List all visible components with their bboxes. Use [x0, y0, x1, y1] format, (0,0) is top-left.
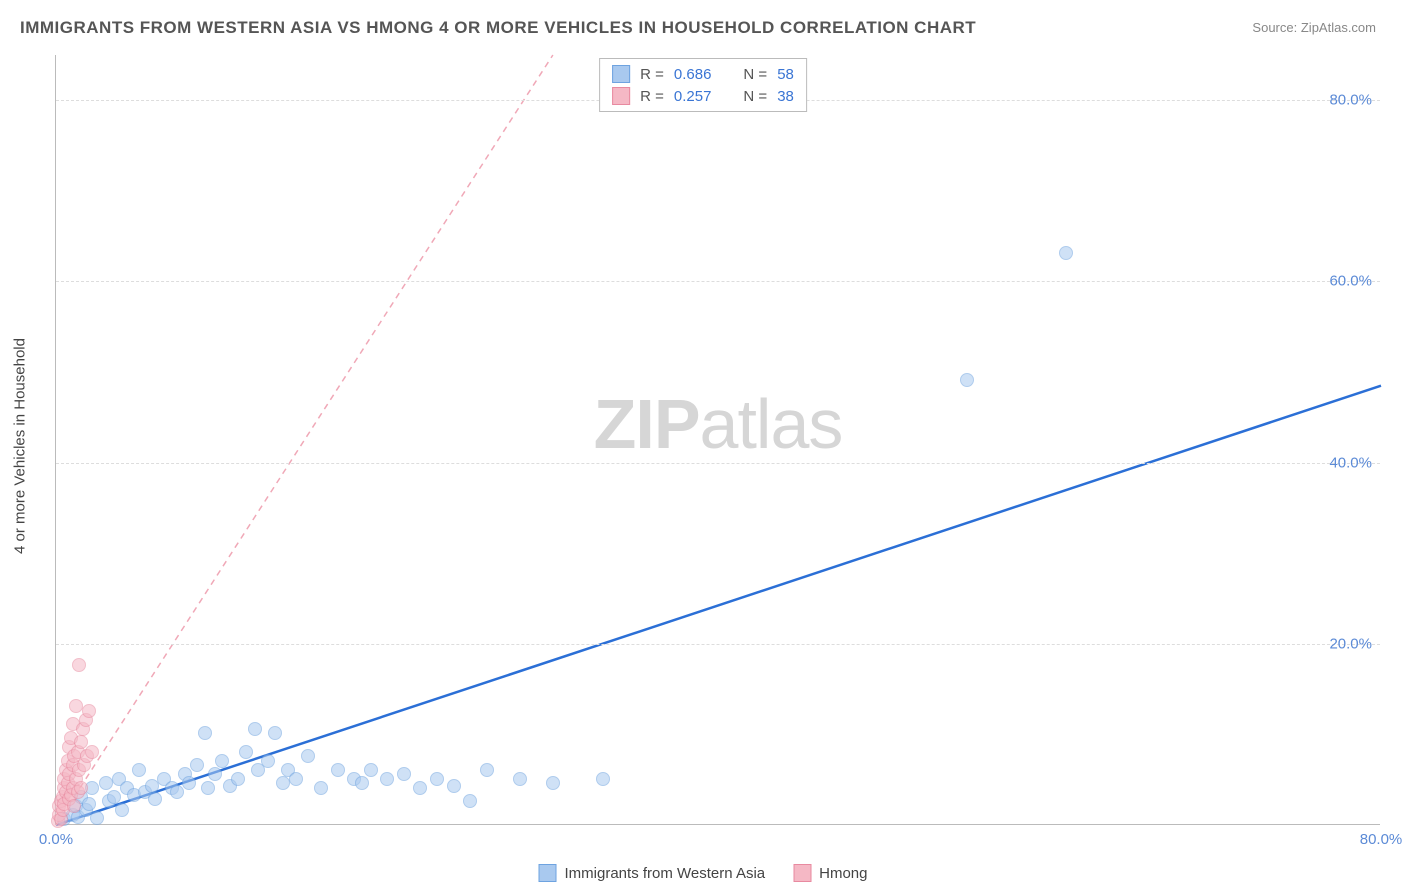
scatter-point — [430, 772, 444, 786]
scatter-point — [447, 779, 461, 793]
xtick-label: 80.0% — [1360, 831, 1403, 848]
scatter-point — [90, 811, 104, 825]
legend-correlation-box: R = 0.686 N = 58 R = 0.257 N = 38 — [599, 58, 807, 112]
scatter-point — [85, 745, 99, 759]
gridline-h — [56, 463, 1380, 464]
legend-swatch — [793, 864, 811, 882]
scatter-point — [380, 772, 394, 786]
legend-n-label: N = — [743, 88, 767, 105]
legend-r-value: 0.257 — [674, 88, 712, 105]
legend-swatch — [612, 87, 630, 105]
legend-n-label: N = — [743, 66, 767, 83]
scatter-point — [397, 767, 411, 781]
ytick-label: 40.0% — [1329, 454, 1372, 471]
scatter-point — [115, 803, 129, 817]
scatter-point — [261, 754, 275, 768]
scatter-point — [82, 704, 96, 718]
scatter-point — [190, 758, 204, 772]
scatter-point — [463, 794, 477, 808]
scatter-point — [215, 754, 229, 768]
gridline-h — [56, 644, 1380, 645]
legend-series-name: Hmong — [819, 865, 867, 882]
scatter-point — [331, 763, 345, 777]
scatter-point — [480, 763, 494, 777]
scatter-point — [170, 785, 184, 799]
scatter-point — [201, 781, 215, 795]
scatter-point — [148, 792, 162, 806]
source-prefix: Source: — [1252, 20, 1297, 35]
scatter-point — [364, 763, 378, 777]
scatter-point — [208, 767, 222, 781]
trend-line — [56, 55, 553, 825]
xtick-label: 0.0% — [39, 831, 73, 848]
trend-lines-svg — [56, 55, 1380, 824]
plot-area: ZIPatlas 20.0%40.0%60.0%80.0%0.0%80.0% — [55, 55, 1380, 825]
scatter-point — [960, 373, 974, 387]
scatter-point — [513, 772, 527, 786]
scatter-point — [132, 763, 146, 777]
legend-bottom: Immigrants from Western Asia Hmong — [539, 864, 868, 882]
scatter-point — [99, 776, 113, 790]
scatter-point — [289, 772, 303, 786]
scatter-point — [268, 726, 282, 740]
legend-swatch — [539, 864, 557, 882]
trend-line — [56, 386, 1381, 825]
scatter-point — [182, 776, 196, 790]
y-axis-label: 4 or more Vehicles in Household — [12, 338, 29, 554]
scatter-point — [276, 776, 290, 790]
scatter-point — [107, 790, 121, 804]
scatter-point — [546, 776, 560, 790]
scatter-point — [596, 772, 610, 786]
scatter-point — [82, 797, 96, 811]
scatter-point — [314, 781, 328, 795]
legend-series-name: Immigrants from Western Asia — [565, 865, 766, 882]
scatter-point — [355, 776, 369, 790]
scatter-point — [231, 772, 245, 786]
scatter-point — [74, 781, 88, 795]
legend-bottom-item: Hmong — [793, 864, 867, 882]
source-link[interactable]: ZipAtlas.com — [1301, 20, 1376, 35]
legend-n-value: 38 — [777, 88, 794, 105]
scatter-point — [69, 699, 83, 713]
scatter-point — [72, 658, 86, 672]
ytick-label: 80.0% — [1329, 92, 1372, 109]
legend-r-label: R = — [640, 66, 664, 83]
legend-n-value: 58 — [777, 66, 794, 83]
legend-r-label: R = — [640, 88, 664, 105]
ytick-label: 60.0% — [1329, 273, 1372, 290]
scatter-point — [413, 781, 427, 795]
legend-correlation-row: R = 0.257 N = 38 — [608, 85, 798, 107]
source-label: Source: ZipAtlas.com — [1252, 20, 1376, 35]
scatter-point — [1059, 246, 1073, 260]
chart-title: IMMIGRANTS FROM WESTERN ASIA VS HMONG 4 … — [20, 18, 976, 38]
legend-correlation-row: R = 0.686 N = 58 — [608, 63, 798, 85]
scatter-point — [67, 799, 81, 813]
legend-bottom-item: Immigrants from Western Asia — [539, 864, 766, 882]
gridline-h — [56, 281, 1380, 282]
legend-swatch — [612, 65, 630, 83]
scatter-point — [248, 722, 262, 736]
scatter-point — [198, 726, 212, 740]
scatter-point — [239, 745, 253, 759]
legend-r-value: 0.686 — [674, 66, 712, 83]
scatter-point — [301, 749, 315, 763]
ytick-label: 20.0% — [1329, 635, 1372, 652]
